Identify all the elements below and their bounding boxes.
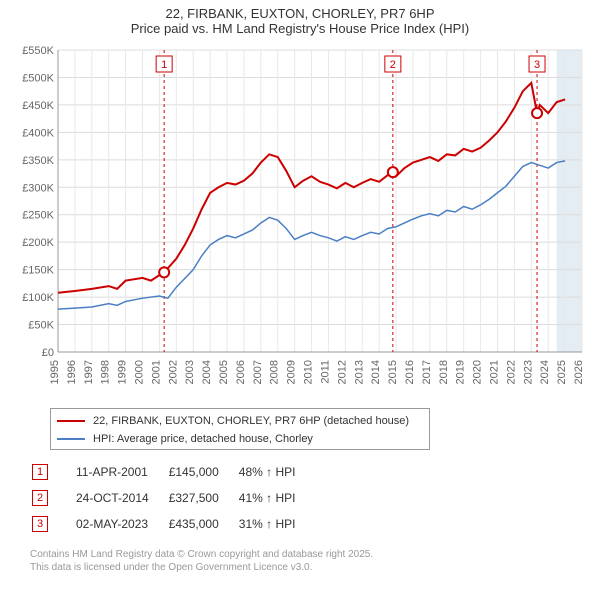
svg-text:2019: 2019 — [455, 360, 467, 384]
sale-pct-2: 41% ↑ HPI — [239, 486, 314, 510]
svg-text:2025: 2025 — [556, 360, 568, 384]
svg-text:1999: 1999 — [117, 360, 129, 384]
sale-marker-3: 3 — [32, 516, 48, 532]
svg-text:2014: 2014 — [370, 360, 382, 384]
legend-label-1: 22, FIRBANK, EUXTON, CHORLEY, PR7 6HP (d… — [93, 415, 409, 427]
legend-row-2: HPI: Average price, detached house, Chor… — [57, 430, 423, 448]
table-row: 1 11-APR-2001 £145,000 48% ↑ HPI — [32, 460, 313, 484]
svg-text:1: 1 — [161, 59, 167, 71]
svg-text:2023: 2023 — [522, 360, 534, 384]
footer-attribution: Contains HM Land Registry data © Crown c… — [30, 548, 373, 574]
legend-label-2: HPI: Average price, detached house, Chor… — [93, 433, 313, 445]
svg-text:2020: 2020 — [472, 360, 484, 384]
svg-text:£100K: £100K — [22, 292, 54, 304]
svg-text:1996: 1996 — [66, 360, 78, 384]
svg-text:2026: 2026 — [573, 360, 585, 384]
svg-text:2016: 2016 — [404, 360, 416, 384]
svg-text:2007: 2007 — [252, 360, 264, 384]
svg-text:2000: 2000 — [134, 360, 146, 384]
svg-text:2015: 2015 — [387, 360, 399, 384]
legend-swatch-1 — [57, 420, 85, 422]
svg-text:2013: 2013 — [353, 360, 365, 384]
chart-area: £0 £50K £100K £150K £200K £250K £300K £350K £400… — [10, 42, 590, 402]
table-row: 3 02-MAY-2023 £435,000 31% ↑ HPI — [32, 512, 313, 536]
svg-text:£500K: £500K — [22, 72, 54, 84]
svg-text:2002: 2002 — [167, 360, 179, 384]
svg-text:£300K: £300K — [22, 182, 54, 194]
svg-text:2022: 2022 — [505, 360, 517, 384]
svg-text:£200K: £200K — [22, 237, 54, 249]
svg-text:2018: 2018 — [438, 360, 450, 384]
svg-text:1995: 1995 — [49, 360, 61, 384]
sale-marker-1: 1 — [32, 464, 48, 480]
sale-price-3: £435,000 — [169, 512, 237, 536]
svg-text:2021: 2021 — [488, 360, 500, 384]
svg-text:2008: 2008 — [269, 360, 281, 384]
svg-text:£550K: £550K — [22, 45, 54, 57]
svg-text:2: 2 — [390, 59, 396, 71]
title-address: 22, FIRBANK, EUXTON, CHORLEY, PR7 6HP — [0, 6, 600, 21]
footer-line-1: Contains HM Land Registry data © Crown c… — [30, 548, 373, 561]
sale-date-3: 02-MAY-2023 — [76, 512, 167, 536]
svg-text:2017: 2017 — [421, 360, 433, 384]
svg-text:2011: 2011 — [319, 360, 331, 384]
svg-text:2004: 2004 — [201, 360, 213, 384]
title-subtitle: Price paid vs. HM Land Registry's House … — [0, 21, 600, 36]
table-row: 2 24-OCT-2014 £327,500 41% ↑ HPI — [32, 486, 313, 510]
svg-text:2024: 2024 — [539, 360, 551, 384]
sale-pct-3: 31% ↑ HPI — [239, 512, 314, 536]
svg-text:£350K: £350K — [22, 155, 54, 167]
svg-text:£450K: £450K — [22, 100, 54, 112]
legend-row-1: 22, FIRBANK, EUXTON, CHORLEY, PR7 6HP (d… — [57, 412, 423, 430]
legend-box: 22, FIRBANK, EUXTON, CHORLEY, PR7 6HP (d… — [50, 408, 430, 450]
svg-text:2005: 2005 — [218, 360, 230, 384]
svg-text:2001: 2001 — [150, 360, 162, 384]
svg-text:2003: 2003 — [184, 360, 196, 384]
svg-text:2006: 2006 — [235, 360, 247, 384]
svg-text:2010: 2010 — [303, 360, 315, 384]
svg-text:£400K: £400K — [22, 127, 54, 139]
sale-pct-1: 48% ↑ HPI — [239, 460, 314, 484]
legend-swatch-2 — [57, 438, 85, 440]
sale-price-2: £327,500 — [169, 486, 237, 510]
svg-text:1997: 1997 — [83, 360, 95, 384]
svg-text:£0: £0 — [42, 347, 54, 359]
chart-svg: £0 £50K £100K £150K £200K £250K £300K £350K £400… — [10, 42, 590, 402]
chart-title-block: 22, FIRBANK, EUXTON, CHORLEY, PR7 6HP Pr… — [0, 0, 600, 36]
sale-date-1: 11-APR-2001 — [76, 460, 167, 484]
sale-price-1: £145,000 — [169, 460, 237, 484]
svg-text:1998: 1998 — [100, 360, 112, 384]
svg-text:3: 3 — [534, 59, 540, 71]
sale-date-2: 24-OCT-2014 — [76, 486, 167, 510]
svg-text:£50K: £50K — [28, 320, 54, 332]
footer-line-2: This data is licensed under the Open Gov… — [30, 561, 373, 574]
sales-table: 1 11-APR-2001 £145,000 48% ↑ HPI 2 24-OC… — [30, 458, 315, 538]
sale-marker-2: 2 — [32, 490, 48, 506]
svg-text:£150K: £150K — [22, 265, 54, 277]
svg-text:2009: 2009 — [286, 360, 298, 384]
svg-text:2012: 2012 — [336, 360, 348, 384]
svg-text:£250K: £250K — [22, 210, 54, 222]
